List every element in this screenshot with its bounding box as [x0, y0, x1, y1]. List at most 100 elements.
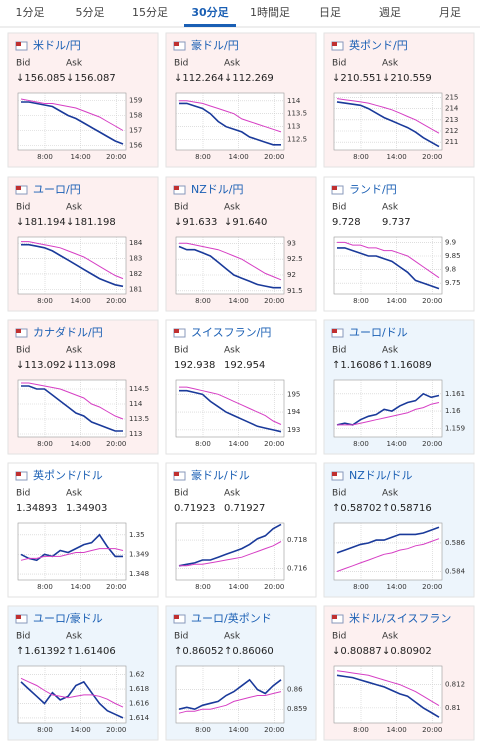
bid-label: Bid — [16, 59, 30, 69]
price-line — [178, 523, 282, 567]
pair-name[interactable]: 米ドル/スイスフラン — [349, 612, 451, 625]
pair-name[interactable]: 豪ドル/円 — [191, 38, 239, 52]
moving-average-line — [179, 386, 282, 425]
pair-name[interactable]: NZドル/円 — [191, 183, 243, 196]
x-tick-label: 14:00 — [229, 440, 249, 448]
y-tick-label: 0.859 — [287, 705, 307, 713]
ask-label: Ask — [224, 59, 241, 69]
pair-name[interactable]: ユーロ/英ポンド — [191, 611, 272, 625]
y-tick-label: 1.35 — [129, 531, 145, 539]
ask-label: Ask — [66, 489, 83, 499]
y-tick-label: 213 — [445, 116, 458, 124]
chart-frame — [175, 522, 285, 581]
pair-name[interactable]: 英ポンド/円 — [349, 38, 408, 52]
x-tick-label: 20:00 — [264, 583, 284, 591]
moving-average-line — [20, 98, 124, 131]
pair-name[interactable]: スイスフラン/円 — [191, 326, 271, 339]
bid-value: ↑1.61392 — [16, 646, 66, 657]
chart-frame — [333, 236, 443, 295]
y-tick-label: 211 — [445, 138, 458, 146]
ask-label: Ask — [382, 489, 399, 499]
pair-name[interactable]: 英ポンド/ドル — [33, 468, 103, 482]
tab[interactable]: 5分足 — [76, 6, 105, 19]
y-tick-label: 92.5 — [287, 255, 303, 263]
bid-label: Bid — [332, 59, 346, 69]
x-tick-label: 14:00 — [387, 726, 407, 734]
x-tick-label: 14:00 — [71, 583, 91, 591]
y-tick-label: 157 — [129, 127, 142, 135]
pair-name[interactable]: ユーロ/円 — [33, 183, 81, 196]
pair-name[interactable]: NZドル/ドル — [349, 469, 412, 482]
ask-value: 9.737 — [382, 217, 411, 228]
price-line — [336, 392, 440, 426]
pair-name[interactable]: カナダドル/円 — [33, 325, 103, 339]
bid-value: ↓113.092 — [16, 360, 66, 371]
ask-label: Ask — [224, 489, 241, 499]
price-line — [179, 389, 282, 433]
x-tick-label: 14:00 — [229, 297, 249, 305]
chart-frame — [333, 92, 443, 151]
flag-icon-mark — [174, 186, 179, 190]
y-tick-label: 159 — [129, 97, 142, 105]
tab[interactable]: 日足 — [319, 6, 341, 19]
pair-name[interactable]: ランド/円 — [349, 183, 397, 196]
pair-name[interactable]: 米ドル/円 — [33, 39, 81, 52]
y-tick-label: 182 — [129, 270, 142, 278]
x-tick-label: 20:00 — [106, 153, 126, 161]
y-tick-label: 181 — [129, 285, 142, 293]
y-tick-label: 0.584 — [445, 567, 466, 575]
ask-value: ↓156.087 — [66, 73, 116, 84]
pair-name[interactable]: 豪ドル/ドル — [191, 468, 250, 482]
tab[interactable]: 1時間足 — [250, 6, 290, 19]
bid-value: ↓0.80887 — [332, 646, 382, 657]
y-tick-label: 195 — [287, 390, 300, 398]
tab[interactable]: 30分足 — [191, 5, 229, 19]
flag-icon-mark — [174, 615, 179, 619]
ask-label: Ask — [382, 203, 399, 213]
x-tick-label: 8:00 — [195, 726, 211, 734]
x-tick-label: 8:00 — [353, 726, 369, 734]
ask-label: Ask — [66, 59, 83, 69]
tab[interactable]: 15分足 — [132, 6, 168, 19]
moving-average-line — [20, 548, 124, 561]
x-tick-label: 20:00 — [422, 583, 442, 591]
x-tick-label: 8:00 — [195, 153, 211, 161]
bid-label: Bid — [174, 489, 188, 499]
y-tick-label: 0.86 — [287, 686, 303, 694]
flag-icon-mark — [16, 615, 21, 619]
pair-name[interactable]: ユーロ/ドル — [349, 326, 408, 339]
y-tick-label: 158 — [129, 112, 142, 120]
moving-average-line — [21, 241, 124, 280]
tab[interactable]: 月足 — [439, 6, 461, 19]
x-tick-label: 20:00 — [422, 153, 442, 161]
bid-value: ↑1.16086 — [332, 360, 382, 371]
bid-label: Bid — [16, 632, 30, 642]
x-tick-label: 20:00 — [422, 440, 442, 448]
x-tick-label: 8:00 — [353, 153, 369, 161]
x-tick-label: 14:00 — [387, 440, 407, 448]
x-tick-label: 8:00 — [195, 583, 211, 591]
x-tick-label: 14:00 — [71, 297, 91, 305]
pair-name[interactable]: ユーロ/豪ドル — [33, 611, 103, 625]
ask-label: Ask — [382, 632, 399, 642]
tab[interactable]: 週足 — [379, 6, 401, 19]
price-line — [178, 245, 281, 289]
tab[interactable]: 1分足 — [16, 6, 45, 19]
y-tick-label: 1.159 — [445, 424, 465, 432]
ask-value: ↑0.86060 — [224, 646, 274, 657]
